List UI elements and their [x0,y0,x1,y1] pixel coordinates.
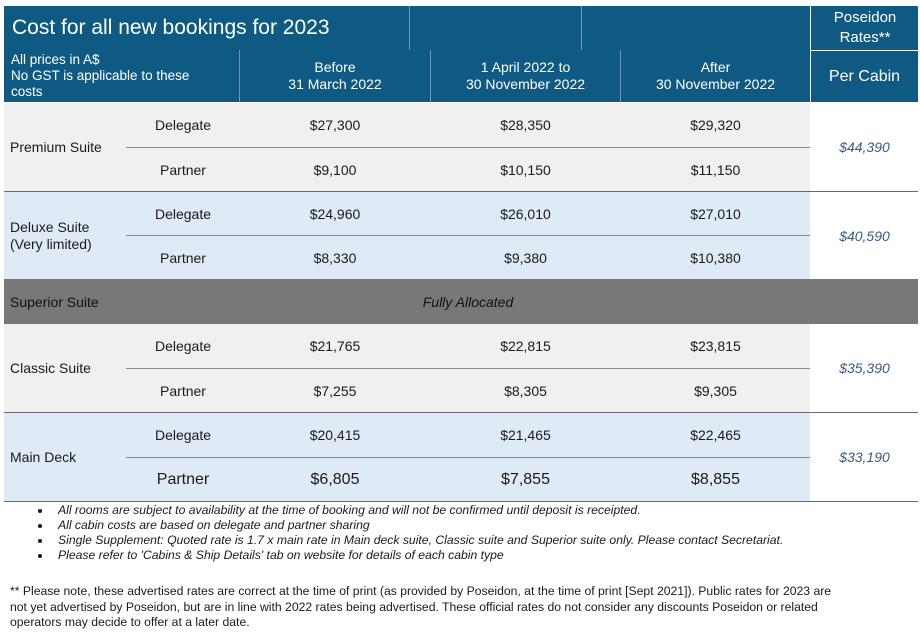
col-header-mid: 1 April 2022 to 30 November 2022 [431,50,620,102]
superior-name: Superior Suite [10,293,99,310]
header-subheader-bar [4,50,810,102]
deluxe-partner-mid: $9,380 [504,249,547,266]
header-divider [430,50,431,102]
row-divider [126,147,810,148]
col-header-line: 1 April 2022 to [480,59,571,75]
notes-list: All rooms are subject to availability at… [0,503,920,563]
table-bottom-border [4,501,918,502]
main-partner-mid: $7,855 [501,470,550,488]
premium-delegate-mid: $28,350 [500,117,551,133]
price-note: All prices in A$ No GST is applicable to… [11,52,241,100]
classic-delegate-mid: $22,815 [500,338,551,354]
price-note-line: costs [11,84,43,99]
main-partner-before: $6,805 [310,470,360,488]
footnote: ** Please note, these advertised rates a… [10,584,918,631]
col-header-line: Before [314,59,356,75]
main-delegate-label: Delegate [154,427,212,443]
deluxe-delegate-before: $24,960 [309,205,361,222]
page-title: Cost for all new bookings for 2023 [12,16,330,39]
premium-partner-mid: $10,150 [500,161,551,178]
classic-delegate-label: Delegate [154,338,212,354]
main-name: Main Deck [10,449,77,465]
col-header-line: 30 November 2022 [655,76,776,92]
deluxe-delegate-label: Delegate [154,205,212,222]
premium-delegate-label: Delegate [154,117,212,133]
main-poseidon-rate: $33,190 [839,449,890,465]
section-divider [4,191,918,192]
title-divider [581,6,582,50]
poseidon-header [811,6,918,50]
classic-partner-mid: $8,305 [504,382,547,399]
superior-status: Fully Allocated [422,293,514,310]
classic-delegate-before: $21,765 [309,338,361,354]
premium-name: Premium Suite [10,139,102,155]
footnote-line: ** Please note, these advertised rates a… [10,584,832,598]
section-divider [4,412,918,413]
main-partner-label: Partner [156,470,210,488]
note-item: All cabin costs are based on delegate an… [52,518,920,533]
classic-partner-label: Partner [160,382,206,399]
per-cabin-header [811,51,918,102]
footnote-line: not yet advertised by Poseidon, but are … [10,599,818,614]
classic-partner-before: $7,255 [313,382,357,399]
deluxe-delegate-mid: $26,010 [500,205,551,222]
price-note-line: All prices in A$ [11,52,100,67]
premium-partner-label: Partner [160,161,206,178]
poseidon-label: Poseidon Rates** [833,9,897,46]
premium-delegate-after: $29,320 [690,117,741,133]
row-divider [126,235,810,236]
premium-delegate-before: $27,300 [309,117,361,133]
deluxe-partner-label: Partner [160,249,206,266]
deluxe-name-line: (Very limited) [10,236,92,252]
per-cabin-label: Per Cabin [828,67,901,85]
main-delegate-before: $20,415 [309,427,361,443]
col-header-after: After 30 November 2022 [621,50,810,102]
main-delegate-mid: $21,465 [500,427,551,443]
note-item: Please refer to 'Cabins & Ship Details' … [52,548,920,563]
deluxe-name: Deluxe Suite (Very limited) [10,219,92,253]
main-partner-after: $8,855 [691,470,740,488]
deluxe-delegate-after: $27,010 [690,205,741,222]
notes-block: All rooms are subject to availability at… [0,503,920,563]
header-title-bar [4,6,810,50]
col-header-line: 31 March 2022 [288,76,382,92]
classic-name: Classic Suite [10,360,91,376]
header-divider [239,50,240,102]
deluxe-partner-before: $8,330 [313,249,357,266]
header-divider [620,50,621,102]
classic-partner-after: $9,305 [694,382,737,399]
premium-partner-after: $11,150 [690,161,741,178]
deluxe-partner-after: $10,380 [690,249,741,266]
deluxe-poseidon-rate: $40,590 [839,227,890,244]
note-item: Single Supplement: Quoted rate is 1.7 x … [52,533,920,548]
superior-row-bg [4,279,918,324]
classic-delegate-after: $23,815 [690,338,741,354]
main-delegate-after: $22,465 [690,427,741,443]
row-divider [126,368,810,369]
row-divider [126,457,810,458]
note-item: All rooms are subject to availability at… [52,503,920,518]
col-header-line: After [700,59,731,75]
col-header-line: 30 November 2022 [465,76,586,92]
title-divider [409,6,410,50]
classic-poseidon-rate: $35,390 [839,360,890,376]
premium-poseidon-rate: $44,390 [839,139,890,155]
premium-partner-before: $9,100 [313,161,357,178]
col-header-before: Before 31 March 2022 [240,50,430,102]
price-note-line: No GST is applicable to these [11,68,190,83]
footnote-line: operators may decide to offer at a later… [10,615,250,629]
deluxe-name-line: Deluxe Suite [10,219,90,235]
